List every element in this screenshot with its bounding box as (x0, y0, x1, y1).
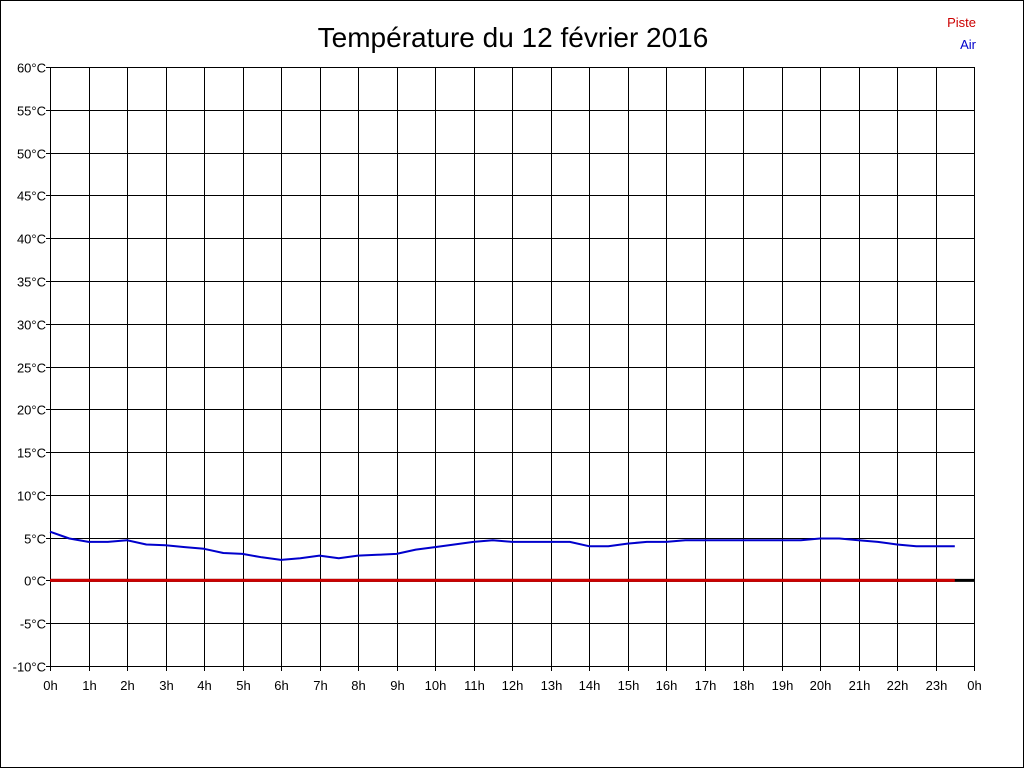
x-tick-label: 0h (43, 678, 57, 693)
y-tick-label: 15°C (17, 446, 46, 461)
x-tick-label: 5h (236, 678, 250, 693)
x-tick-label: 11h (464, 678, 485, 693)
series-lines (49, 530, 955, 582)
y-tick-label: 60°C (17, 61, 46, 76)
x-tick-label: 15h (618, 678, 640, 693)
series-line-air (49, 530, 955, 561)
x-tick-label: 17h (695, 678, 717, 693)
x-tick-label: 9h (390, 678, 404, 693)
chart-title: Température du 12 février 2016 (318, 22, 709, 53)
legend-entry-air: Air (960, 37, 977, 52)
y-tick-label: 30°C (17, 318, 46, 333)
legend-entry-piste: Piste (947, 15, 976, 30)
x-tick-label: 10h (425, 678, 447, 693)
y-tick-label: -10°C (13, 660, 46, 675)
y-tick-label: 55°C (17, 104, 46, 119)
x-tick-label: 18h (733, 678, 755, 693)
y-tick-label: 20°C (17, 403, 46, 418)
x-tick-label: 19h (772, 678, 794, 693)
x-tick-label: 1h (82, 678, 96, 693)
y-tick-label: 50°C (17, 147, 46, 162)
x-tick-label: 4h (197, 678, 211, 693)
x-tick-label: 12h (502, 678, 524, 693)
x-tick-label: 16h (656, 678, 678, 693)
y-tick-label: 40°C (17, 232, 46, 247)
x-tick-label: 7h (313, 678, 327, 693)
x-tick-label: 2h (120, 678, 134, 693)
x-tick-label: 8h (351, 678, 365, 693)
y-tick-label: 10°C (17, 489, 46, 504)
x-tick-label: 13h (541, 678, 563, 693)
y-tick-label: -5°C (20, 617, 46, 632)
y-tick-label: 35°C (17, 275, 46, 290)
y-axis-labels: 60°C 55°C 50°C 45°C 40°C 35°C 30°C 25°C 20°C 15°C… (13, 61, 46, 675)
x-tick-label: 22h (887, 678, 909, 693)
y-tick-label: 0°C (24, 574, 46, 589)
x-tick-label: 23h (926, 678, 948, 693)
x-tick-label: 20h (810, 678, 832, 693)
y-tick-label: 5°C (24, 532, 46, 547)
x-tick-label: 6h (274, 678, 288, 693)
grid (46, 67, 975, 671)
legend: Piste Air (947, 15, 977, 52)
x-tick-label: 21h (849, 678, 871, 693)
x-axis-labels: 0h 1h 2h 3h 4h 5h 6h 7h 8h 9h 10h 11h 12h 13h 14h 15h 16… (43, 678, 981, 693)
x-tick-label: 3h (159, 678, 173, 693)
y-tick-label: 45°C (17, 189, 46, 204)
x-tick-label: 14h (579, 678, 601, 693)
x-tick-label: 0h (967, 678, 981, 693)
y-tick-label: 25°C (17, 361, 46, 376)
